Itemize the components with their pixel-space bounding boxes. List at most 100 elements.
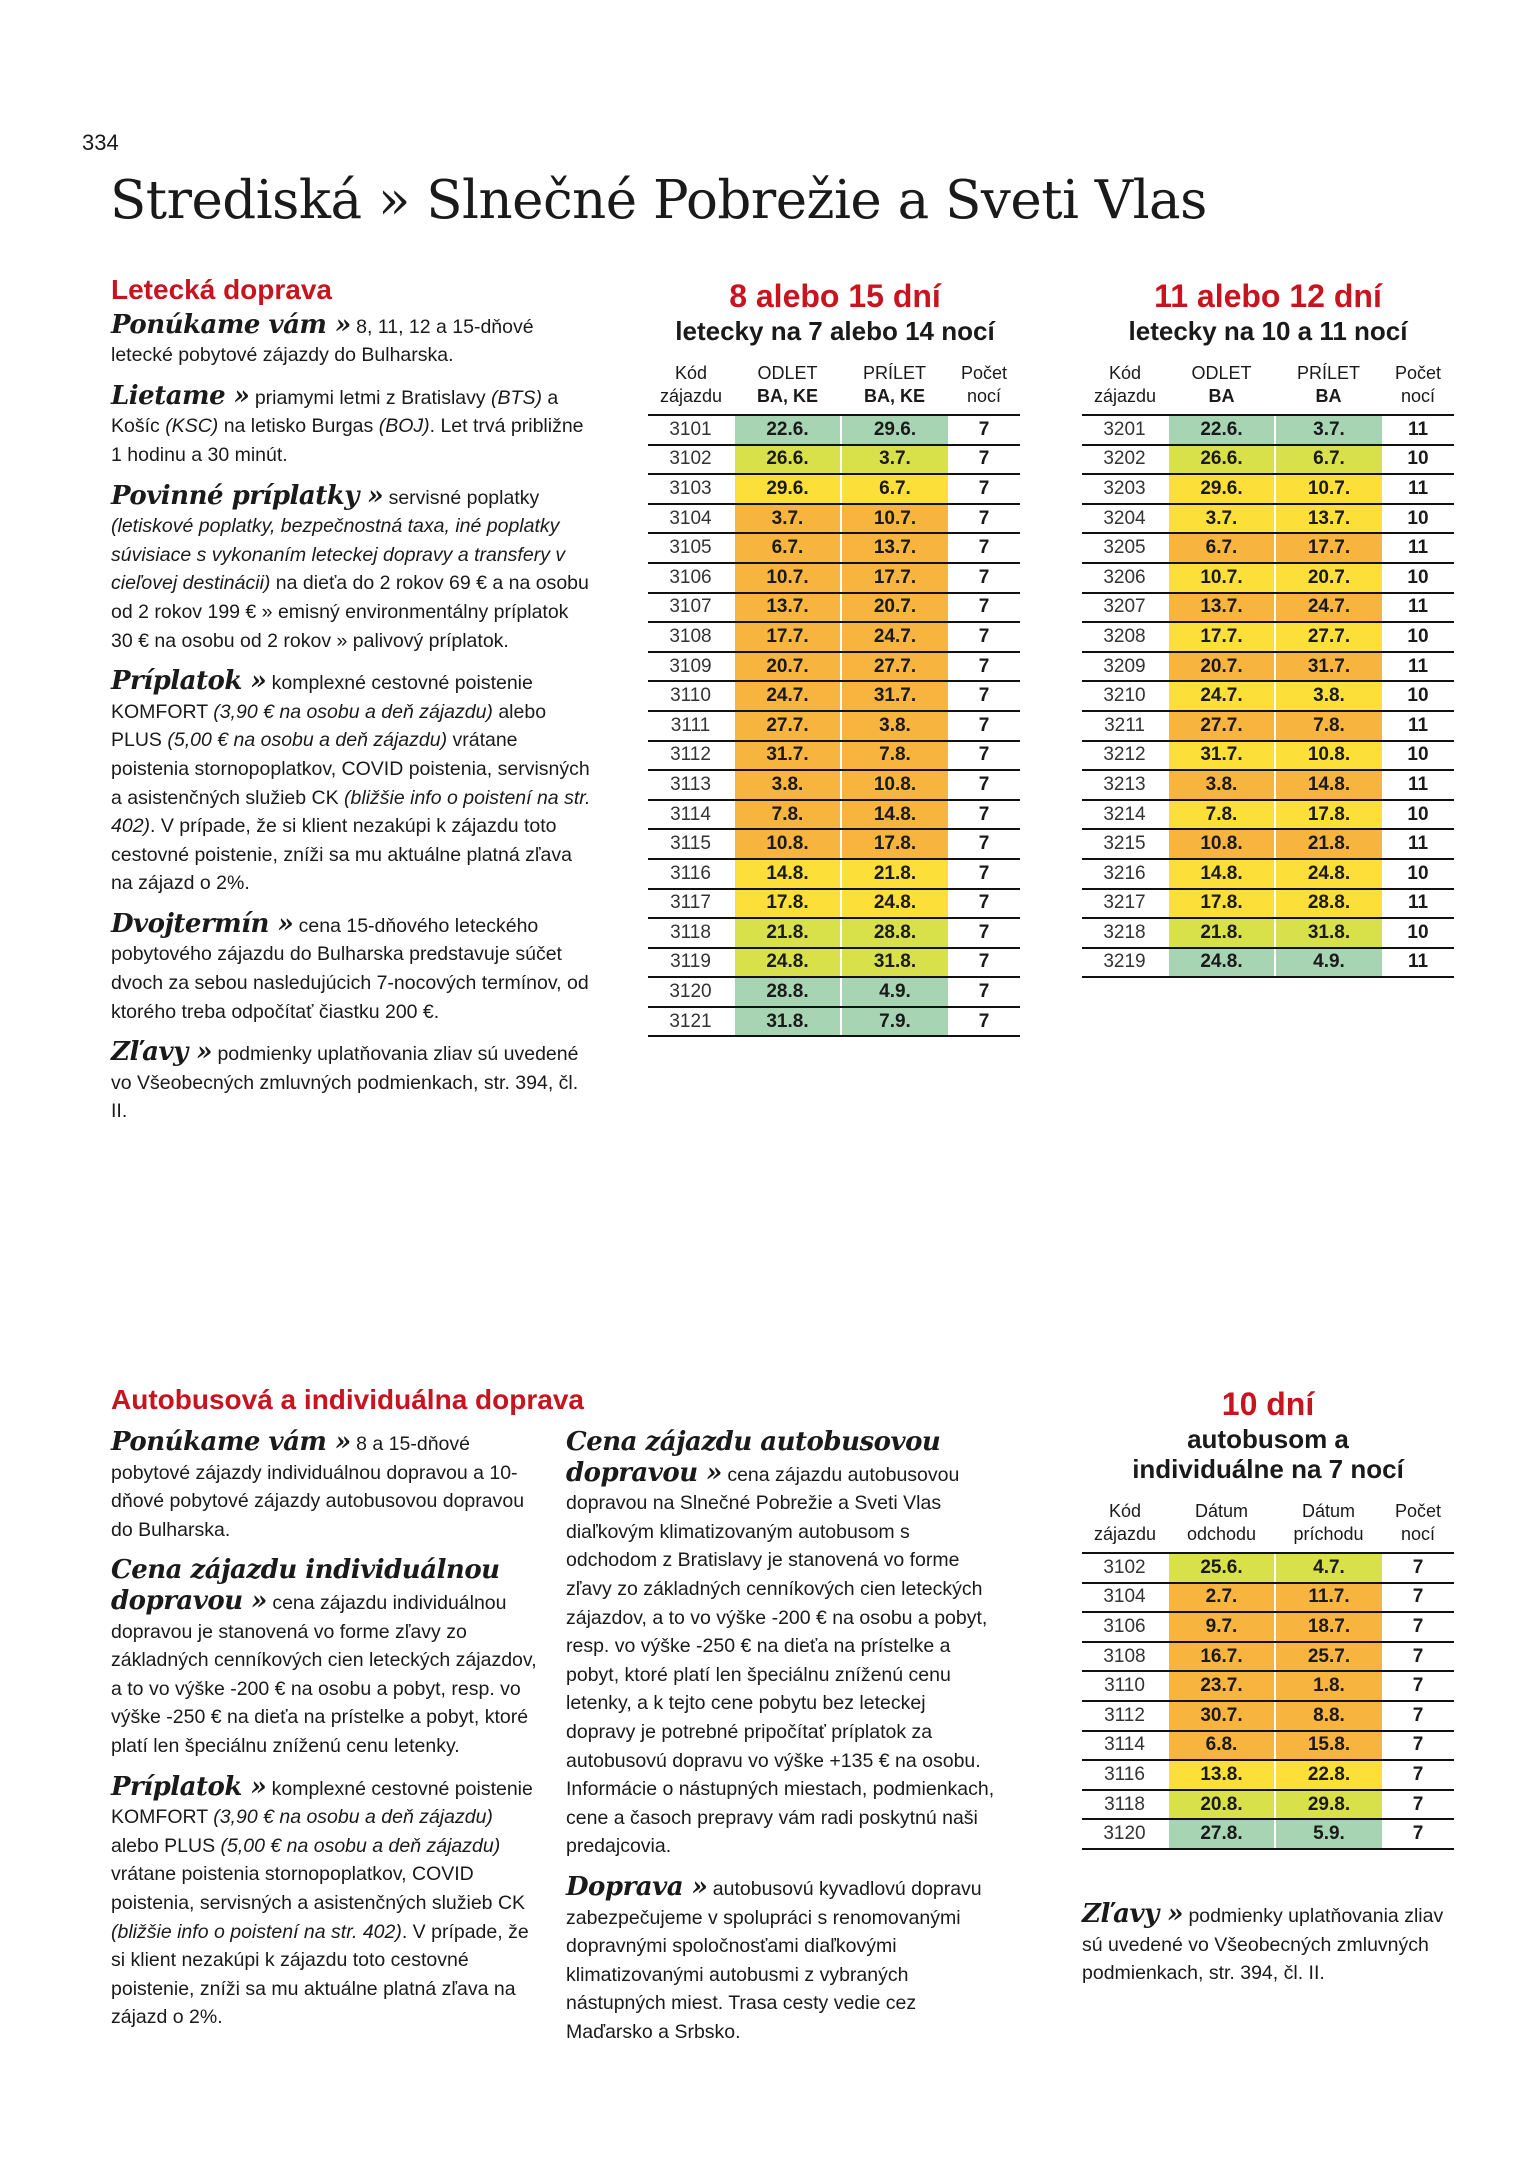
paragraph-text: (3,90 € na osobu a deň zájazdu) xyxy=(213,1806,493,1829)
table-row: 3212 31.7. 10.8. 10 xyxy=(1082,740,1454,772)
tour-code: 3113 xyxy=(648,770,734,801)
tour-code: 3114 xyxy=(1082,1730,1168,1762)
nights: 7 xyxy=(948,533,1020,564)
departure-date: 16.7. xyxy=(1167,1641,1275,1673)
return-date: 31.8. xyxy=(1274,918,1382,949)
table-row: 3116 13.8. 22.8. 7 xyxy=(1082,1760,1454,1791)
table-row: 3118 20.8. 29.8. 7 xyxy=(1082,1789,1454,1821)
paragraph-text: (bližšie info o poistení na str. 402) xyxy=(111,1920,402,1943)
column-header: Kód zájazdu xyxy=(1093,1501,1157,1544)
column-header: Počet nocí xyxy=(960,363,1008,406)
departure-date: 13.8. xyxy=(1167,1760,1275,1791)
tour-code: 3212 xyxy=(1082,740,1168,772)
departure-date: 27.7. xyxy=(1167,710,1275,742)
nights: 7 xyxy=(1382,1819,1454,1850)
nights: 11 xyxy=(1382,947,1454,979)
return-date: 17.8. xyxy=(840,829,948,860)
tour-code: 3104 xyxy=(1082,1582,1168,1614)
bus-left-column: Ponúkame vám » 8 a 15-dňové pobytové záj… xyxy=(111,1428,541,2044)
paragraph-text: cena zájazdu individuálnou dopravou je s… xyxy=(111,1591,537,1757)
table-row: 3217 17.8. 28.8. 11 xyxy=(1082,888,1454,920)
table-row: 3107 13.7. 20.7. 7 xyxy=(648,592,1020,624)
paragraph-lead: Dvojtermín » xyxy=(111,908,294,939)
table-row: 3203 29.6. 10.7. 11 xyxy=(1082,474,1454,505)
return-date: 11.7. xyxy=(1274,1582,1382,1614)
paragraph: Ponúkame vám » 8 a 15-dňové pobytové záj… xyxy=(111,1428,541,1544)
departure-date: 6.7. xyxy=(1167,533,1275,564)
table-row: 3106 9.7. 18.7. 7 xyxy=(1082,1612,1454,1643)
table-row: 3114 6.8. 15.8. 7 xyxy=(1082,1730,1454,1762)
nights: 10 xyxy=(1382,799,1454,831)
nights: 10 xyxy=(1382,622,1454,653)
paragraph: Zľavy » podmienky uplatňovania zliav sú … xyxy=(111,1038,591,1126)
departure-date: 31.7. xyxy=(1167,740,1275,772)
departure-date: 13.7. xyxy=(1167,592,1275,624)
departure-date: 20.7. xyxy=(1167,651,1275,683)
table-row: 3114 7.8. 14.8. 7 xyxy=(648,799,1020,831)
return-date: 31.8. xyxy=(840,947,948,979)
return-date: 28.8. xyxy=(840,918,948,949)
tour-code: 3101 xyxy=(648,414,734,446)
table-row: 3202 26.6. 6.7. 10 xyxy=(1082,444,1454,476)
paragraph-text: (BOJ) xyxy=(378,415,430,438)
departure-date: 7.8. xyxy=(733,799,841,831)
nights: 10 xyxy=(1382,562,1454,594)
tour-code: 3203 xyxy=(1082,474,1168,505)
paragraph: Ponúkame vám » 8, 11, 12 a 15-dňové lete… xyxy=(111,309,591,370)
departure-date: 26.6. xyxy=(733,444,841,476)
paragraph-text: (3,90 € na osobu a deň zájazdu) xyxy=(213,700,493,723)
tour-code: 3217 xyxy=(1082,888,1168,920)
table-row: 3106 10.7. 17.7. 7 xyxy=(648,562,1020,594)
table-subtitle: letecky na 10 a 11 nocí xyxy=(1128,316,1408,346)
return-date: 3.8. xyxy=(840,710,948,742)
tour-code: 3116 xyxy=(1082,1760,1168,1791)
return-date: 4.9. xyxy=(1274,947,1382,979)
bus-middle-column: Cena zájazdu autobusovou dopravou » cena… xyxy=(566,1428,998,2058)
nights: 11 xyxy=(1382,770,1454,801)
air-heading: Letecká doprava xyxy=(111,274,332,305)
paragraph-text: servisné poplatky xyxy=(383,486,540,509)
paragraph-text: 8, 11, 12 a 15-dňové letecké pobytové zá… xyxy=(111,315,534,367)
column-header: Dátum príchodu xyxy=(1293,1501,1364,1544)
table-row: 3206 10.7. 20.7. 10 xyxy=(1082,562,1454,594)
table-row: 3215 10.8. 21.8. 11 xyxy=(1082,829,1454,860)
nights: 7 xyxy=(948,799,1020,831)
return-date: 20.7. xyxy=(840,592,948,624)
table-row: 3216 14.8. 24.8. 10 xyxy=(1082,858,1454,890)
nights: 10 xyxy=(1382,681,1454,712)
tour-code: 3104 xyxy=(648,503,734,535)
column-header: Dátum odchodu xyxy=(1186,1501,1257,1544)
paragraph-text: vrátane poistenia stornopoplatkov, COVID… xyxy=(111,1863,526,1914)
nights: 7 xyxy=(948,651,1020,683)
tour-code: 3110 xyxy=(1082,1671,1168,1702)
paragraph: Doprava » autobusovú kyvadlovú dopravu z… xyxy=(566,1873,998,2047)
tour-code: 3108 xyxy=(1082,1641,1168,1673)
nights: 10 xyxy=(1382,503,1454,535)
table-row: 3214 7.8. 17.8. 10 xyxy=(1082,799,1454,831)
table-row: 3104 3.7. 10.7. 7 xyxy=(648,503,1020,535)
tour-code: 3111 xyxy=(648,710,734,742)
return-date: 24.8. xyxy=(840,888,948,920)
nights: 7 xyxy=(1382,1552,1454,1584)
departure-date: 17.7. xyxy=(733,622,841,653)
return-date: 1.8. xyxy=(1274,1671,1382,1702)
nights: 7 xyxy=(1382,1700,1454,1732)
table-title: 8 alebo 15 dní xyxy=(729,278,941,314)
table-row: 3204 3.7. 13.7. 10 xyxy=(1082,503,1454,535)
departure-date: 3.8. xyxy=(1167,770,1275,801)
tour-code: 3112 xyxy=(1082,1700,1168,1732)
table-row: 3218 21.8. 31.8. 10 xyxy=(1082,918,1454,949)
nights: 7 xyxy=(948,918,1020,949)
nights: 7 xyxy=(948,414,1020,446)
return-date: 18.7. xyxy=(1274,1612,1382,1643)
departure-date: 20.8. xyxy=(1167,1789,1275,1821)
departure-date: 24.8. xyxy=(1167,947,1275,979)
tour-code: 3219 xyxy=(1082,947,1168,979)
nights: 7 xyxy=(1382,1671,1454,1702)
paragraph-lead: Ponúkame vám » xyxy=(111,309,351,340)
return-date: 13.7. xyxy=(1274,503,1382,535)
bus-heading: Autobusová a individuálna doprava xyxy=(111,1384,584,1415)
paragraph-text: na letisko Burgas xyxy=(218,415,379,438)
nights: 7 xyxy=(1382,1760,1454,1791)
paragraph: Cena zájazdu individuálnou dopravou » ce… xyxy=(111,1556,541,1760)
